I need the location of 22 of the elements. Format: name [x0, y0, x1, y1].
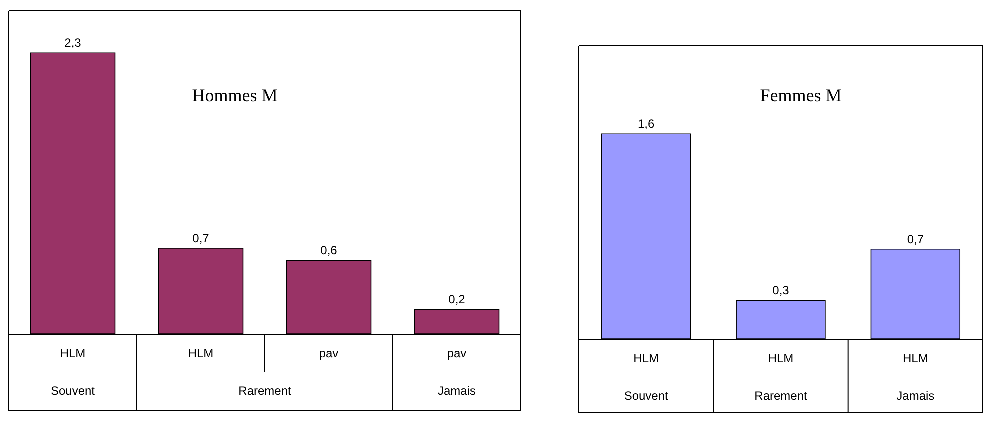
- data-label: 0,6: [320, 244, 338, 258]
- data-label: 0,2: [448, 292, 466, 307]
- data-label: 2,3: [64, 36, 82, 50]
- data-label: 0,3: [772, 284, 790, 298]
- x-tick-label: pav: [319, 346, 339, 360]
- x-tick-label: pav: [447, 346, 467, 360]
- data-label: 0,7: [192, 232, 210, 246]
- text: Souvent: [50, 384, 96, 398]
- x-tick-label: HLM: [634, 352, 660, 366]
- data-label: 1,6: [638, 117, 655, 132]
- text: Rarement: [238, 384, 292, 398]
- x-tick-label: HLM: [60, 346, 86, 360]
- text: Hommes M: [192, 86, 278, 106]
- text: Souvent: [624, 389, 670, 403]
- text: Rarement: [754, 389, 808, 403]
- data-label: 0,7: [907, 232, 924, 246]
- chart-title: Femmes M: [760, 86, 842, 106]
- x-tick-label: HLM: [188, 346, 214, 360]
- x-tick-label: HLM: [902, 352, 928, 366]
- x-tick-label: HLM: [768, 352, 794, 366]
- text: Jamais: [438, 384, 476, 398]
- text: Jamais: [896, 389, 935, 403]
